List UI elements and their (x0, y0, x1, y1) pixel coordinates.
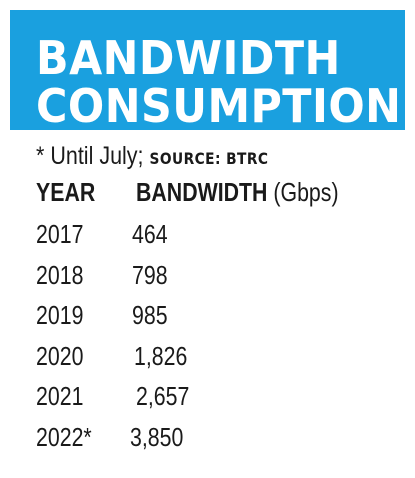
unit-label: (Gbps) (273, 177, 339, 207)
bandwidth-value-cell: 2,657 (136, 381, 190, 411)
bandwidth-label: BANDWIDTH (136, 177, 268, 207)
title-banner: BANDWIDTH CONSUMPTION (10, 10, 405, 133)
year-cell: 2019 (36, 300, 84, 330)
year-cell: 2018 (36, 259, 84, 290)
footnote: * Until July; SOURCE: BTRC (36, 141, 268, 174)
bandwidth-value-cell: 1,826 (134, 340, 188, 371)
column-header-year: YEAR (36, 177, 96, 207)
until-note: * Until July; (36, 142, 144, 170)
source-label: SOURCE: BTRC (149, 149, 269, 168)
bandwidth-value-cell: 464 (132, 219, 168, 249)
chart-title-line-1: BANDWIDTH (36, 31, 341, 85)
bandwidth-value-cell: 985 (132, 300, 168, 330)
year-cell: 2017 (36, 219, 84, 249)
column-header-bandwidth: BANDWIDTH (Gbps) (136, 172, 339, 212)
year-cell: 2021 (36, 381, 84, 411)
bandwidth-value-cell: 798 (132, 259, 168, 290)
chart-title-line-2: CONSUMPTION (36, 79, 402, 133)
year-cell: 2020 (36, 340, 84, 371)
bandwidth-value-cell: 3,850 (130, 421, 184, 452)
year-cell: 2022* (36, 421, 92, 452)
